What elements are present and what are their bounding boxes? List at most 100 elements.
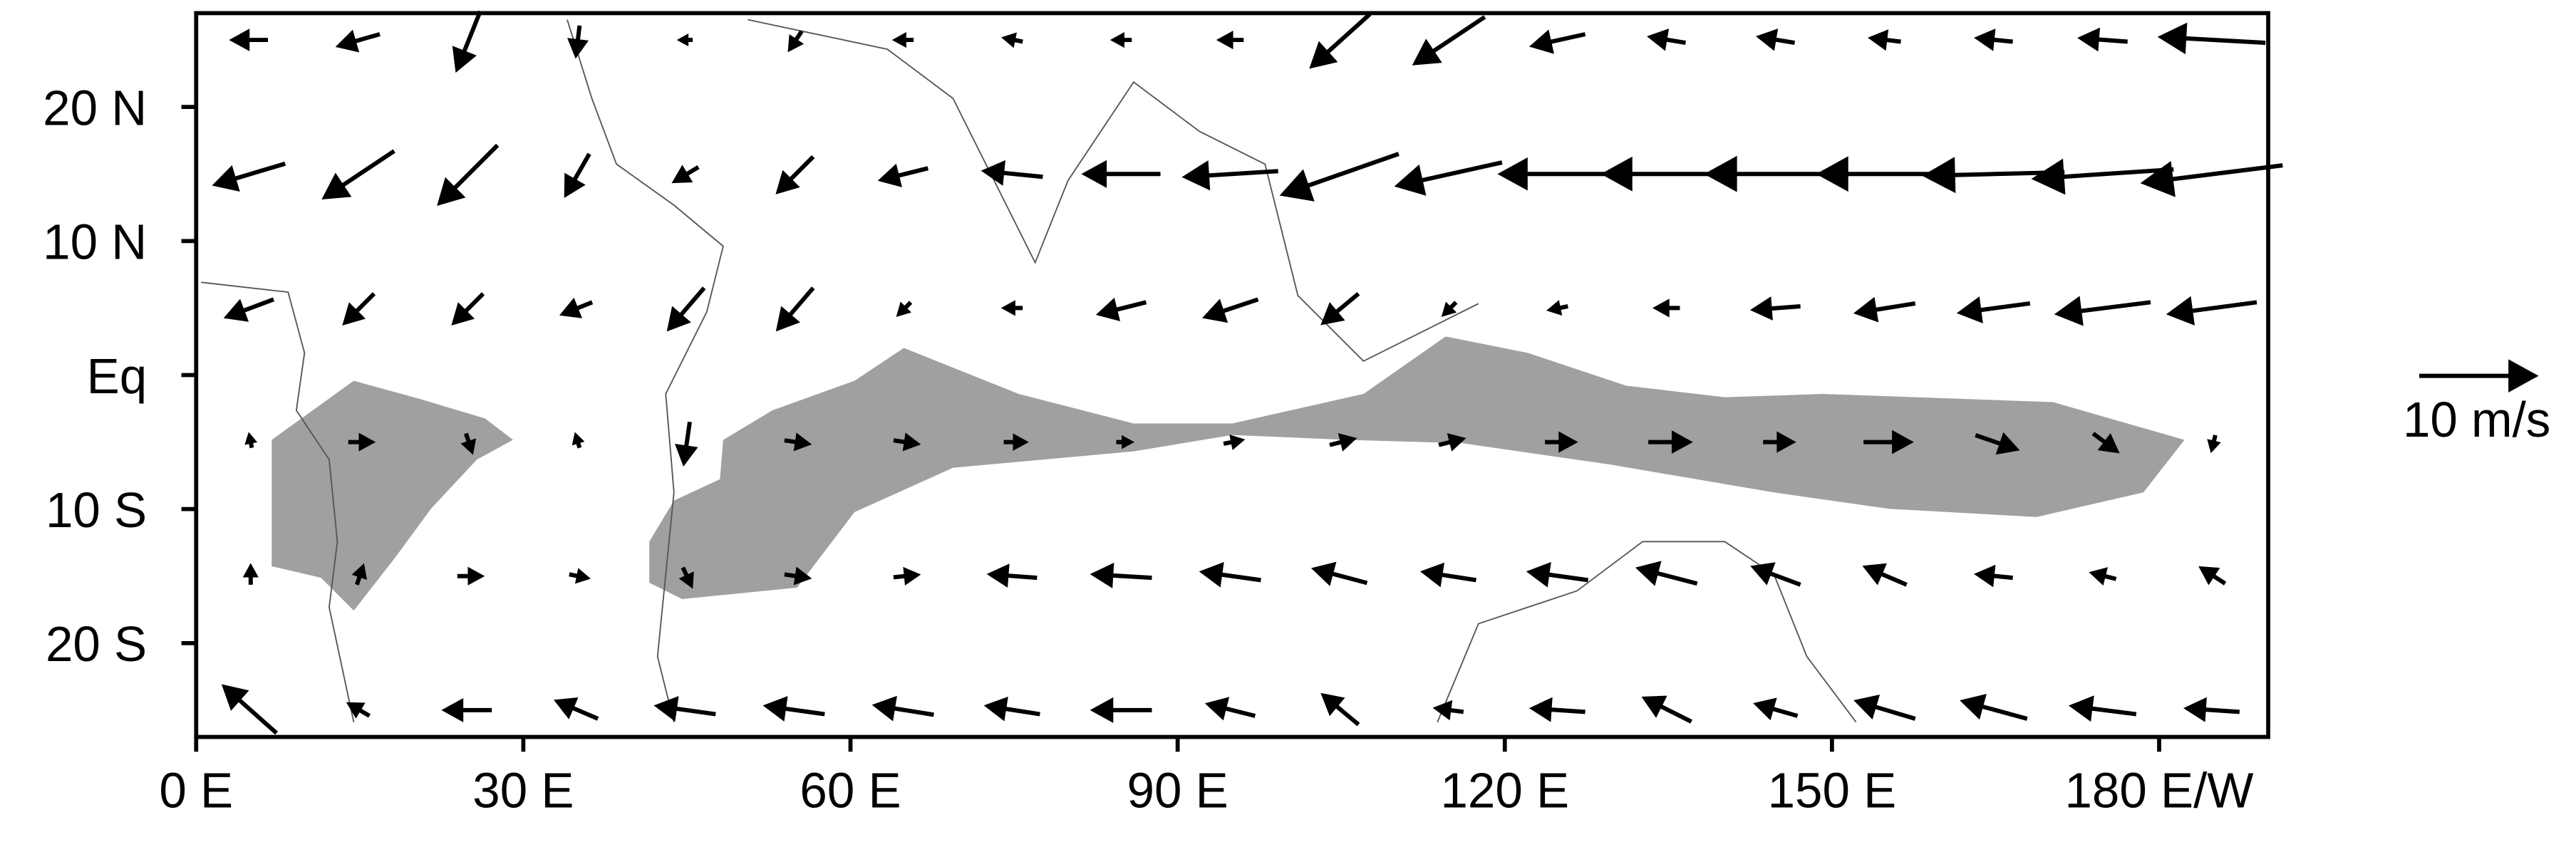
wind-vector <box>1652 298 1680 318</box>
wind-vector <box>1646 28 1686 51</box>
shading <box>271 336 2185 611</box>
wind-vector <box>1526 561 1589 588</box>
x-tick-label: 90 E <box>1127 763 1228 818</box>
wind-vector <box>1081 160 1161 188</box>
wind-vector <box>1320 291 1360 326</box>
wind-vector <box>2091 432 2120 454</box>
y-tick-label: Eq <box>87 348 148 404</box>
wind-vector <box>1310 561 1368 586</box>
wind-vector <box>559 297 594 318</box>
wind-vector <box>653 696 716 722</box>
wind-vector <box>351 563 368 586</box>
wind-vector <box>1648 430 1693 454</box>
wind-vector <box>784 432 812 452</box>
wind-vector <box>321 149 395 199</box>
wind-vector <box>1320 692 1360 727</box>
key-label: 10 m/s <box>2403 392 2550 447</box>
wind-vector <box>891 32 914 48</box>
wind-vector <box>666 286 706 332</box>
wind-vector <box>676 33 693 47</box>
wind-vector <box>784 566 812 586</box>
wind-vector <box>896 301 913 317</box>
y-tick-label: 10 N <box>43 214 147 270</box>
wind-vector <box>678 566 694 589</box>
wind-vector <box>242 563 259 585</box>
coastlines <box>201 19 1857 723</box>
wind-vector <box>1975 432 2020 455</box>
wind-vector <box>1216 31 1244 50</box>
wind-vector <box>1635 561 1698 586</box>
wind-vector <box>1763 431 1796 453</box>
wind-vector <box>2157 22 2266 55</box>
wind-vector <box>787 30 805 53</box>
convection-region <box>271 380 513 611</box>
wind-vector <box>457 566 485 586</box>
wind-vector <box>893 566 921 586</box>
wind-vector <box>2089 567 2117 586</box>
wind-vector <box>1528 697 1586 722</box>
wind-vector <box>2140 160 2283 197</box>
wind-vector <box>2031 158 2174 195</box>
coastline <box>748 19 1479 363</box>
wind-vector <box>564 152 591 198</box>
wind-vector <box>1000 300 1023 316</box>
wind-vector <box>893 432 921 452</box>
wind-vector <box>441 697 492 722</box>
wind-vector <box>1309 12 1372 69</box>
wind-vector <box>1109 32 1132 48</box>
wind-vector <box>1974 28 2013 51</box>
wind-vector <box>212 161 286 192</box>
wind-vector <box>1956 296 2031 324</box>
x-tick-label: 0 E <box>159 763 233 818</box>
wind-vector <box>335 29 381 53</box>
wind-vector <box>1974 564 2013 588</box>
wind-vector <box>244 432 258 449</box>
wind-vector <box>2198 566 2227 586</box>
wind-vector <box>1546 300 1568 316</box>
wind-vector <box>221 684 279 735</box>
x-tick-label: 150 E <box>1768 763 1897 818</box>
wind-vector <box>460 432 477 455</box>
coastline <box>1437 541 1857 723</box>
wind-vector <box>451 292 485 326</box>
wind-vector <box>2068 695 2137 722</box>
wind-vector <box>983 696 1040 722</box>
wind-vector <box>569 568 591 584</box>
wind-vector <box>871 695 934 722</box>
wind-vector <box>342 292 376 326</box>
x-tick-label: 60 E <box>800 763 901 818</box>
wind-vector <box>223 297 275 322</box>
coastline <box>567 19 724 723</box>
wind-vector <box>775 155 815 194</box>
plot-frame <box>194 11 2270 739</box>
wind-vector <box>348 432 376 452</box>
wind-vector <box>2077 27 2128 52</box>
wind-vector <box>986 563 1038 588</box>
wind-vector <box>1756 28 1796 51</box>
wind-vector <box>1181 160 1278 191</box>
wind-vector <box>553 697 599 721</box>
x-tick-label: 180 E/W <box>2064 763 2253 818</box>
wind-vector <box>877 163 929 187</box>
wind-vector <box>1204 697 1256 721</box>
wind-vector <box>1853 296 1916 323</box>
wind-vector <box>1223 434 1246 450</box>
wind-vector <box>1750 562 1801 587</box>
wind-vector <box>1095 297 1147 322</box>
wind-vector <box>1868 29 1901 51</box>
wind-vector <box>1641 695 1692 724</box>
wind-vector <box>1438 432 1467 452</box>
wind-vector <box>1749 296 1801 321</box>
wind-vector <box>2183 697 2240 722</box>
wind-vector <box>1853 695 1916 721</box>
wind-vector <box>346 702 371 719</box>
y-tick-label: 20 S <box>46 616 147 672</box>
wind-vector <box>1329 432 1357 452</box>
wind-vector <box>1000 32 1023 48</box>
wind-vector <box>1394 160 1503 196</box>
wind-vector <box>1545 431 1578 453</box>
wind-vector <box>2207 435 2221 454</box>
wind-vector <box>981 160 1043 186</box>
wind-vector <box>1279 152 1400 202</box>
